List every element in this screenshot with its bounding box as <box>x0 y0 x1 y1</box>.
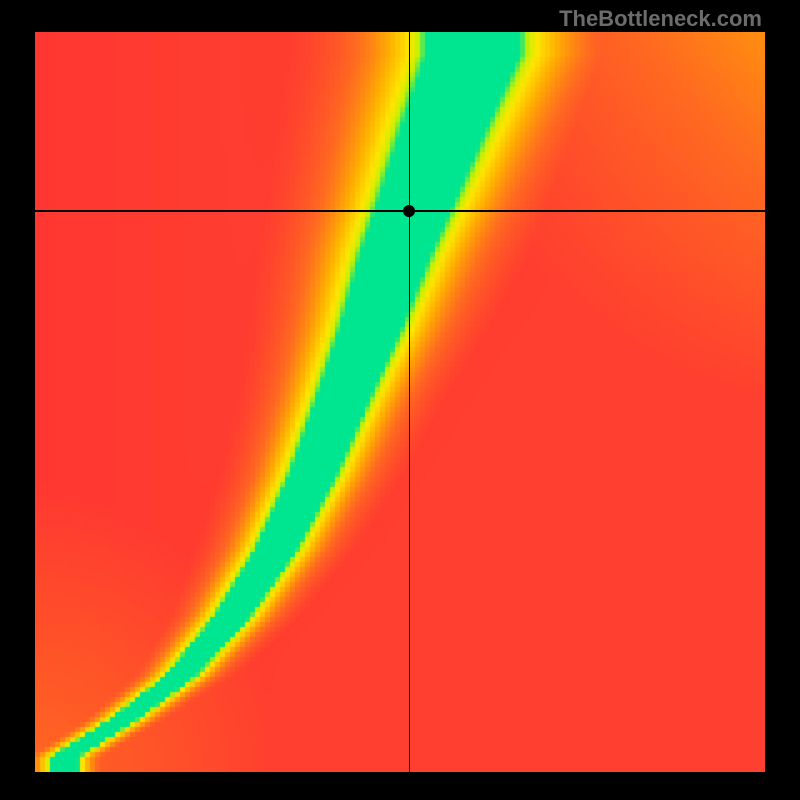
crosshair-horizontal <box>35 210 765 212</box>
crosshair-marker <box>403 205 415 217</box>
heatmap-canvas <box>35 32 765 772</box>
chart-container: TheBottleneck.com <box>0 0 800 800</box>
crosshair-vertical <box>409 32 411 772</box>
watermark-text: TheBottleneck.com <box>559 6 762 32</box>
